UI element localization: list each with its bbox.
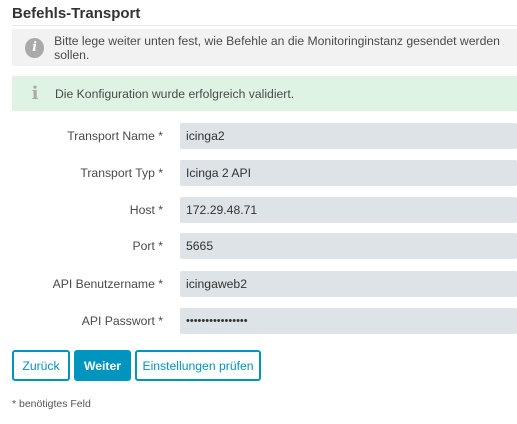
validate-settings-button[interactable]: Einstellungen prüfen [135,350,261,381]
form-row-port: Port * 5665 [12,233,517,259]
form-row-api-username: API Benutzername * icingaweb2 [12,271,517,297]
transport-type-select[interactable]: Icinga 2 API [180,160,517,186]
transport-name-label: Transport Name * [67,129,163,143]
form-row-transport-type: Transport Typ * Icinga 2 API [12,160,517,186]
info-icon: i [31,82,39,104]
required-field-note: * benötigtes Feld [12,398,91,410]
success-message: i Die Konfiguration wurde erfolgreich va… [12,76,517,111]
host-input[interactable]: 172.29.48.71 [180,197,517,223]
success-message-text: Die Konfiguration wurde erfolgreich vali… [55,86,295,101]
api-password-input[interactable]: •••••••••••••••• [180,308,517,334]
port-input[interactable]: 5665 [180,233,517,259]
port-label: Port * [132,239,163,253]
title-divider [12,25,517,26]
transport-type-label: Transport Typ * [80,166,163,180]
info-circle-icon: i [25,37,45,58]
next-button[interactable]: Weiter [74,350,131,381]
api-password-label: API Passwort * [81,314,163,328]
page-title: Befehls-Transport [12,5,141,22]
form-row-api-password: API Passwort * •••••••••••••••• [12,308,517,334]
form-row-host: Host * 172.29.48.71 [12,197,517,223]
form-row-transport-name: Transport Name * icinga2 [12,123,517,149]
api-username-input[interactable]: icingaweb2 [180,271,517,297]
info-message-text: Bitte lege weiter unten fest, wie Befehl… [54,33,500,62]
info-message: i Bitte lege weiter unten fest, wie Befe… [12,29,517,66]
api-username-label: API Benutzername * [52,277,163,291]
transport-name-input[interactable]: icinga2 [180,123,517,149]
host-label: Host * [129,203,163,217]
back-button[interactable]: Zurück [12,350,70,381]
